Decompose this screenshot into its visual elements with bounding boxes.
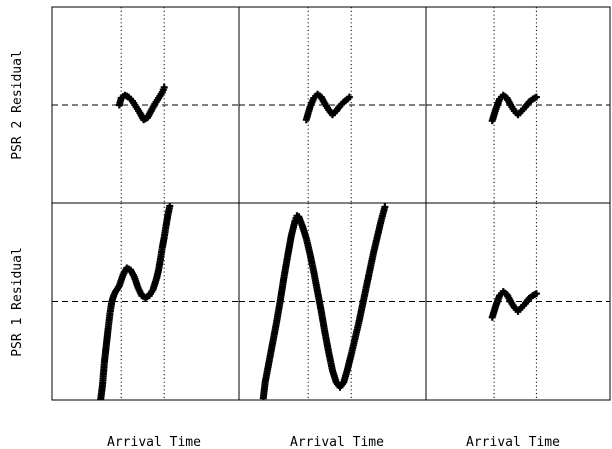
y-label-bottom: PSR 1 Residual [10,247,25,357]
data-points [97,202,173,403]
x-label-col-3: Arrival Time [466,435,560,449]
data-points [489,92,540,124]
y-label-top: PSR 2 Residual [10,50,25,160]
panels-layer [52,7,610,404]
panel-r1-c2 [239,7,426,203]
panel-r2-c3 [426,203,610,400]
x-label-col-1: Arrival Time [107,435,201,449]
panel-r1-c3 [426,7,610,203]
data-points [116,84,168,123]
panel-r1-c1 [52,7,239,203]
data-points [260,203,389,401]
data-points [489,288,540,321]
panel-r2-c1 [52,202,239,403]
data-points [303,91,353,123]
x-label-col-2: Arrival Time [290,435,384,449]
panel-r2-c2 [239,203,426,402]
